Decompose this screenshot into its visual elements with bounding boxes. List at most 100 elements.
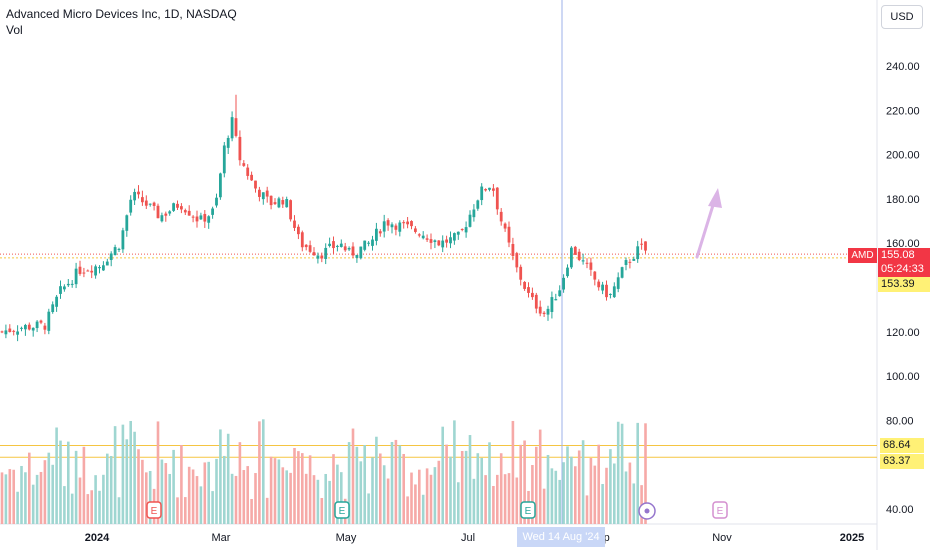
candle-body: [464, 227, 468, 233]
volume-bar: [351, 428, 355, 524]
candle-body: [94, 266, 97, 276]
candle-body: [398, 222, 402, 232]
candle-body: [203, 213, 207, 222]
candle-body: [144, 200, 148, 206]
volume-bar: [363, 445, 366, 524]
volume-bar: [191, 469, 195, 524]
volume-bar: [160, 459, 164, 524]
volume-bar: [359, 461, 363, 524]
volume-bar: [59, 440, 62, 524]
volume-label[interactable]: Vol: [6, 23, 23, 37]
time-tick-label: Nov: [712, 532, 732, 544]
forecast-arrow-shaft[interactable]: [695, 200, 716, 259]
candle-body: [222, 145, 226, 174]
earnings-marker[interactable]: [712, 501, 728, 519]
candle-body: [441, 240, 445, 248]
volume-bar: [468, 435, 472, 524]
candle-body: [141, 197, 144, 203]
candle-body: [24, 324, 27, 330]
volume-bar: [449, 456, 452, 524]
candle-body: [246, 167, 250, 176]
candle-body: [176, 203, 179, 208]
volume-bar: [492, 485, 495, 524]
candle-body: [339, 243, 343, 247]
volume-bar: [503, 474, 507, 524]
candle-body: [152, 202, 156, 206]
volume-bar: [273, 458, 277, 524]
volume-bar: [488, 442, 491, 524]
volume-bar: [429, 474, 433, 524]
price-tick-label: 180.00: [886, 194, 920, 206]
volume-bar: [480, 457, 483, 524]
volume-bar: [340, 472, 343, 524]
candle-body: [417, 234, 421, 236]
earnings-marker[interactable]: [520, 501, 536, 519]
volume-bar: [570, 456, 573, 524]
volume-bar: [593, 465, 597, 524]
volume-bar: [168, 473, 171, 524]
candle-body: [437, 240, 441, 246]
candle-body: [195, 216, 199, 222]
earnings-marker[interactable]: [334, 501, 350, 519]
candle-body: [0, 331, 4, 333]
time-tick-label: Mar: [212, 532, 231, 544]
candle-body: [336, 245, 339, 247]
volume-bar: [90, 490, 93, 524]
candle-body: [425, 238, 429, 240]
candle-body: [386, 220, 390, 226]
volume-bar: [554, 470, 558, 524]
candle-body: [523, 281, 526, 289]
candle-body: [468, 214, 472, 227]
candle-body: [620, 267, 624, 278]
volume-bar: [187, 466, 191, 524]
candle-body: [86, 270, 90, 272]
candle-body: [51, 304, 55, 313]
volume-bar: [74, 450, 78, 524]
candle-body: [4, 330, 8, 335]
candle-body: [507, 226, 511, 243]
volume-bar: [538, 429, 542, 524]
candle-body: [90, 270, 94, 273]
volume-bar: [195, 476, 199, 524]
symbol-title[interactable]: Advanced Micro Devices Inc, 1D, NASDAQ: [6, 7, 237, 21]
earnings-marker[interactable]: [146, 501, 162, 519]
volume-bar: [519, 444, 522, 524]
volume-bar: [542, 488, 546, 524]
volume-bar: [265, 497, 269, 524]
candle-body: [121, 230, 125, 250]
volume-bar: [78, 477, 82, 524]
candle-body: [612, 286, 616, 298]
volume-bar: [20, 465, 23, 524]
candle-body: [109, 253, 113, 261]
volume-bar: [293, 448, 296, 524]
volume-bar: [476, 453, 480, 524]
candle-body: [581, 260, 585, 262]
candle-body: [219, 173, 222, 198]
candle-body: [332, 241, 335, 249]
volume-bar: [4, 474, 8, 524]
currency-button[interactable]: USD: [881, 5, 923, 29]
candle-body: [644, 241, 647, 251]
volume-bar: [86, 494, 90, 524]
candle-body: [160, 215, 164, 222]
volume-bar: [156, 421, 160, 524]
volume-bar: [437, 460, 441, 524]
forecast-arrow-head[interactable]: [708, 188, 722, 208]
volume-bar: [203, 462, 207, 524]
candle-body: [640, 243, 643, 245]
time-tick-label: 2025: [840, 532, 864, 544]
candle-body: [406, 221, 409, 225]
volume-bar: [535, 446, 538, 524]
volume-bar: [453, 420, 456, 524]
volume-bar: [421, 494, 425, 524]
volume-bar: [82, 446, 86, 524]
volume-bar: [375, 436, 378, 524]
volume-bar: [597, 444, 600, 524]
candle-body: [593, 271, 597, 280]
candle-body: [55, 296, 58, 307]
volume-bar: [230, 473, 234, 524]
volume-bar: [308, 455, 312, 524]
candle-body: [492, 188, 495, 191]
